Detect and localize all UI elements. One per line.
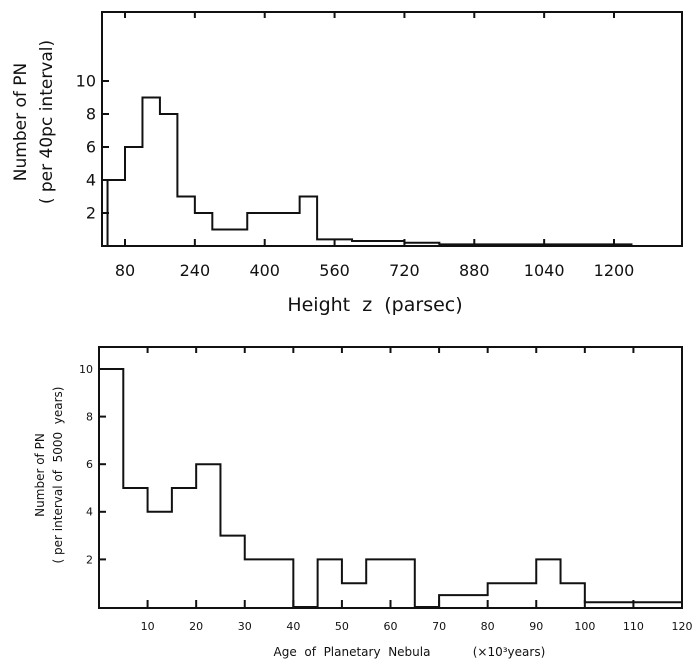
x-tick-label: 80 (481, 620, 495, 633)
x-tick-label: 560 (319, 261, 350, 280)
x-tick-label: 400 (249, 261, 280, 280)
x-tick-label: 40 (286, 620, 300, 633)
y-tick-label: 6 (86, 138, 96, 157)
x-tick-label: 120 (672, 620, 693, 633)
x-tick-label: 1200 (594, 261, 635, 280)
x-tick-label: 70 (432, 620, 446, 633)
histogram-outline (98, 368, 683, 608)
x-tick-label: 50 (335, 620, 349, 633)
y-axis-label: Number of PN (33, 433, 47, 517)
y-tick-label: 4 (86, 171, 96, 190)
y-tick-group: 2 4 6 8 10 (76, 72, 109, 223)
x-tick-label: 80 (115, 261, 135, 280)
x-axis-unit: (×10³years) (473, 645, 546, 659)
histogram-outline (106, 96, 633, 246)
y-tick-label: 2 (86, 553, 93, 566)
y-tick-group: 2 4 6 8 10 (79, 363, 106, 566)
x-tick-label: 880 (459, 261, 490, 280)
y-tick-label: 2 (86, 204, 96, 223)
age-histogram: 2 4 6 8 10 10 20 30 40 50 60 70 80 90 100 110 120 Numbe… (33, 346, 693, 659)
x-tick-group: 10 20 30 40 50 60 70 80 90 100 110 120 (141, 347, 693, 633)
plot-frame (98, 346, 683, 609)
x-tick-label: 20 (189, 620, 203, 633)
x-tick-label: 720 (389, 261, 420, 280)
x-tick-label: 1040 (524, 261, 565, 280)
x-tick-label: 240 (180, 261, 211, 280)
y-tick-label: 10 (79, 363, 93, 376)
height-histogram: 2 4 6 8 10 80 240 400 560 720 880 1040 1200 Number … (11, 11, 683, 316)
y-tick-label: 10 (76, 72, 96, 91)
x-tick-label: 100 (574, 620, 595, 633)
x-tick-label: 110 (623, 620, 644, 633)
x-tick-label: 10 (141, 620, 155, 633)
x-axis-label: Height z (parsec) (287, 294, 462, 316)
y-tick-label: 6 (86, 458, 93, 471)
y-tick-label: 4 (86, 506, 93, 519)
x-tick-group: 80 240 400 560 720 880 1040 1200 (115, 12, 635, 280)
y-tick-label: 8 (86, 410, 93, 423)
x-tick-label: 90 (529, 620, 543, 633)
y-axis-label-sub: ( per 40pc interval) (37, 40, 57, 204)
y-axis-label: Number of PN (11, 63, 31, 181)
x-axis-label: Age of Planetary Nebula (274, 645, 431, 659)
plot-frame (101, 11, 683, 247)
y-axis-label-sub: ( per interval of 5000 years) (51, 387, 65, 564)
x-tick-label: 60 (384, 620, 398, 633)
y-tick-label: 8 (86, 105, 96, 124)
x-tick-label: 30 (238, 620, 252, 633)
